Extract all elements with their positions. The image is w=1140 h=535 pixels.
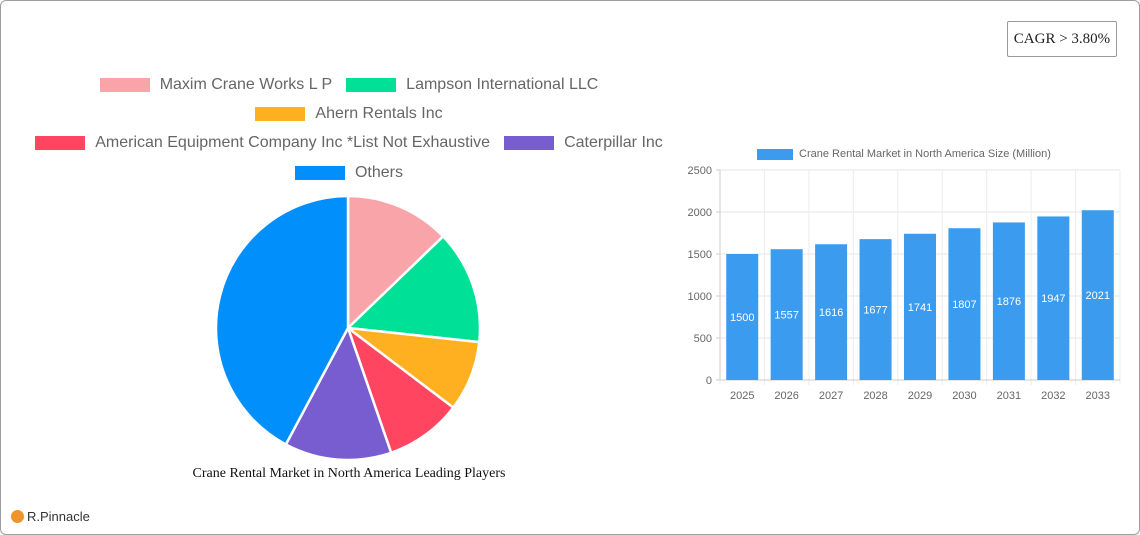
pie-slice[interactable] xyxy=(214,194,350,447)
x-tick-label: 2028 xyxy=(863,390,887,402)
legend-item-caterpillar[interactable]: Caterpillar Inc xyxy=(504,134,663,152)
x-tick-label: 2027 xyxy=(819,390,843,402)
legend-swatch xyxy=(99,78,150,92)
legend-item-maxim[interactable]: Maxim Crane Works L P xyxy=(99,76,333,94)
x-tick-label: 2025 xyxy=(730,390,754,402)
x-tick-label: 2026 xyxy=(774,390,798,402)
legend-label: Lampson International LLC xyxy=(406,76,599,93)
cagr-badge: CAGR > 3.80% xyxy=(1007,21,1117,57)
bar-value-label: 2021 xyxy=(1086,290,1110,302)
bar-chart-legend[interactable]: Crane Rental Market in North America Siz… xyxy=(757,148,1051,160)
y-tick-label: 1500 xyxy=(688,249,712,261)
y-tick-label: 500 xyxy=(694,333,712,345)
x-tick-label: 2033 xyxy=(1086,390,1110,402)
legend-swatch xyxy=(504,136,555,150)
bar-value-label: 1557 xyxy=(774,310,798,322)
legend-swatch xyxy=(294,166,345,180)
legend-label: Others xyxy=(354,164,403,181)
bar-value-label: 1947 xyxy=(1041,293,1065,305)
legend-label: Crane Rental Market in North America Siz… xyxy=(799,148,1051,160)
pie-slice[interactable] xyxy=(345,324,456,455)
pie-legend-row-3: American Equipment Company Inc *List Not… xyxy=(0,134,698,152)
pie-legend-row-4: Others xyxy=(0,164,698,182)
pie-chart-title: Crane Rental Market in North America Lea… xyxy=(192,466,506,481)
bar[interactable] xyxy=(1037,216,1070,380)
bar-value-label: 1616 xyxy=(819,307,843,319)
bar[interactable] xyxy=(904,233,936,380)
legend-swatch xyxy=(255,107,306,121)
brand-logo: R.Pinnacle xyxy=(11,509,90,524)
x-tick-label: 2029 xyxy=(908,390,932,402)
brand-name: R.Pinnacle xyxy=(27,509,90,524)
y-tick-label: 2000 xyxy=(688,207,712,219)
bar[interactable] xyxy=(948,228,981,380)
x-tick-label: 2030 xyxy=(952,390,976,402)
pie-legend-row-1: Maxim Crane Works L P Lampson Internatio… xyxy=(0,76,698,94)
y-tick-label: 2500 xyxy=(688,165,712,177)
legend-label: Maxim Crane Works L P xyxy=(159,76,333,93)
pie-slice[interactable] xyxy=(345,234,482,344)
pie-legend-row-2: Ahern Rentals Inc xyxy=(0,105,698,123)
bar[interactable] xyxy=(859,239,892,380)
bar[interactable] xyxy=(992,222,1025,380)
legend-item-others[interactable]: Others xyxy=(294,164,403,182)
bar[interactable] xyxy=(815,244,848,380)
legend-label: Caterpillar Inc xyxy=(564,134,663,151)
x-tick-label: 2031 xyxy=(997,390,1021,402)
pie-slice[interactable] xyxy=(284,324,393,462)
y-tick-label: 1000 xyxy=(688,291,712,303)
legend-item-american-equipment[interactable]: American Equipment Company Inc *List Not… xyxy=(35,134,490,152)
legend-label: Ahern Rentals Inc xyxy=(315,105,443,122)
pie-chart xyxy=(214,194,482,462)
bar[interactable] xyxy=(726,254,759,380)
legend-swatch xyxy=(757,148,793,160)
bar-value-label: 1500 xyxy=(730,312,754,324)
pie-slice[interactable] xyxy=(346,194,445,331)
brand-icon xyxy=(11,510,24,523)
legend-item-lampson[interactable]: Lampson International LLC xyxy=(346,76,598,94)
legend-swatch xyxy=(346,78,397,92)
legend-swatch xyxy=(35,136,86,150)
bar-value-label: 1677 xyxy=(863,305,887,317)
bar-value-label: 1741 xyxy=(908,302,932,314)
bar[interactable] xyxy=(770,249,803,380)
bar-value-label: 1876 xyxy=(997,296,1021,308)
legend-item-ahern[interactable]: Ahern Rentals Inc xyxy=(255,105,443,123)
bar[interactable] xyxy=(1081,210,1114,380)
bar-value-label: 1807 xyxy=(952,299,976,311)
x-tick-label: 2032 xyxy=(1041,390,1065,402)
bar-chart: 0 500 1000 1500 2000 2500 1500 2025 1557 2026 1616… xyxy=(688,165,1121,402)
legend-label: American Equipment Company Inc *List Not… xyxy=(95,134,491,151)
y-tick-label: 0 xyxy=(706,375,712,387)
